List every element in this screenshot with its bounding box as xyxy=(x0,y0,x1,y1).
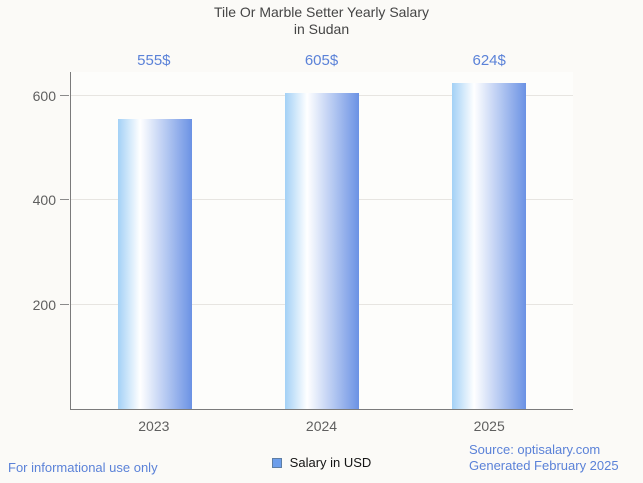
x-axis-label: 2025 xyxy=(473,418,505,434)
bar-value-label: 555$ xyxy=(137,52,171,69)
chart-title-line1: Tile Or Marble Setter Yearly Salary xyxy=(213,4,429,20)
bar-2025[interactable] xyxy=(452,83,527,409)
bar-value-label: 605$ xyxy=(304,52,339,69)
bar-slot xyxy=(406,72,573,409)
y-axis-tick-label: 600 xyxy=(32,88,56,104)
bar-2023[interactable] xyxy=(117,119,192,409)
source-text: Source: optisalary.com xyxy=(469,442,601,457)
chart-title: Tile Or Marble Setter Yearly Salary in S… xyxy=(0,4,643,38)
bar-group xyxy=(71,72,573,409)
bar-2024[interactable] xyxy=(284,93,359,409)
x-axis-labels: 2023 2024 2025 xyxy=(70,418,573,434)
y-axis-tick xyxy=(60,199,69,201)
y-axis-tick xyxy=(60,303,69,305)
legend: Salary in USD xyxy=(0,455,643,470)
plot-area: 200 400 600 xyxy=(33,72,573,410)
chart-title-line2: in Sudan xyxy=(293,21,350,37)
legend-label: Salary in USD xyxy=(289,455,372,470)
bar-value-label: 624$ xyxy=(472,52,506,69)
bar-slot xyxy=(238,72,405,409)
source-block: Source: optisalary.com Generated Februar… xyxy=(469,442,619,474)
x-axis-label: 2023 xyxy=(138,418,170,434)
x-axis-label: 2024 xyxy=(305,418,338,434)
bar-slot xyxy=(71,72,238,409)
disclaimer-text: For informational use only xyxy=(8,460,158,475)
y-axis-tick xyxy=(60,95,69,96)
y-axis-tick-label: 200 xyxy=(32,296,56,313)
generated-text: Generated February 2025 xyxy=(469,458,619,473)
bar-value-labels: 555$ 605$ 624$ xyxy=(70,52,573,69)
legend-swatch-icon xyxy=(271,457,282,468)
y-axis-tick-label: 400 xyxy=(32,192,56,209)
